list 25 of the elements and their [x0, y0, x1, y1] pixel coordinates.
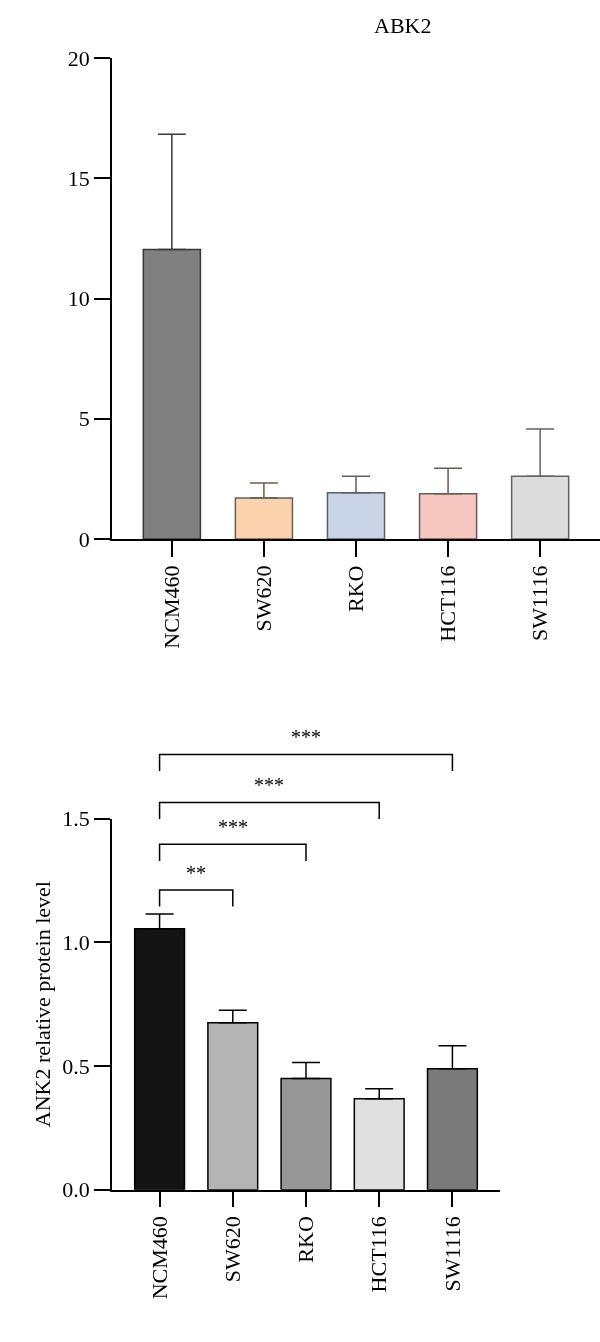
x-tick-label: SW620	[219, 1216, 245, 1283]
y-axis-title: ANK2 relative protein level	[29, 881, 55, 1128]
chart-title: ABK2	[374, 13, 432, 38]
x-tick-label: NCM460	[146, 1216, 172, 1300]
annotation: **	[186, 862, 206, 884]
text: ***	[254, 774, 284, 796]
y-tick-label: 15	[67, 166, 90, 192]
y-tick-label: 20	[67, 45, 90, 71]
y-tick-label: 1.5	[62, 806, 90, 832]
x-tick-label: RKO	[343, 565, 369, 612]
x-tick-label: SW1116	[527, 565, 553, 641]
y-tick-label: 0	[78, 526, 90, 552]
x-tick-label: HCT116	[435, 565, 461, 642]
annotation: ***	[218, 816, 248, 838]
y-tick-label: 0.5	[62, 1053, 90, 1079]
y-tick-label: 5	[78, 406, 90, 432]
y-tick-label: 0.0	[62, 1177, 90, 1203]
x-tick-label: SW1116	[439, 1216, 465, 1292]
x-tick-label: HCT116	[366, 1216, 392, 1293]
y-tick-label: 1.0	[62, 930, 90, 956]
x-tick-label: RKO	[293, 1216, 319, 1263]
x-tick-label: SW620	[251, 565, 277, 632]
y-tick-label: 10	[67, 286, 90, 312]
x-tick-label: NCM460	[159, 565, 184, 649]
text: ***	[291, 726, 321, 748]
